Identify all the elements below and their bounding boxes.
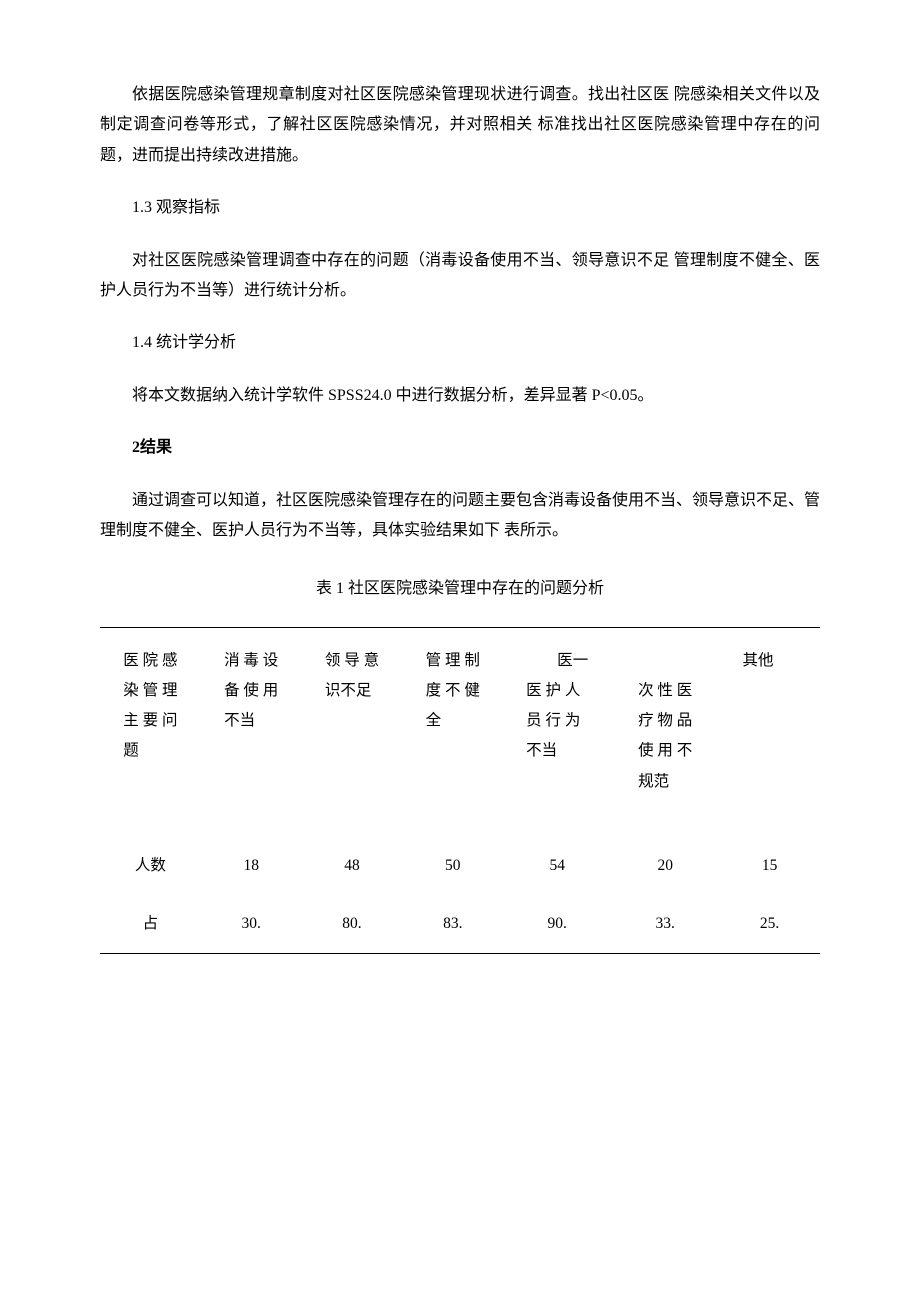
cell-count-1: 18 [201,837,302,895]
table-header-row: 医院感染管理主要问题 消毒设备使用不当 领导意识不足 管理制度不健全 医一 医护… [100,627,820,837]
header-main-problem: 医院感染管理主要问题 [100,627,201,837]
header-staff-behavior: 医一 医护人员行为不当 [503,627,611,837]
header-disposable-items: 次性医疗物品使用不规范 [611,627,719,837]
section-2-heading: 2结果 [100,433,820,463]
cell-pct-4: 90. [503,895,611,954]
paragraph-results: 通过调查可以知道，社区医院感染管理存在的问题主要包含消毒设备使用不当、领导意识不… [100,486,820,547]
cell-count-6: 15 [719,837,820,895]
paragraph-statistics: 将本文数据纳入统计学软件 SPSS24.0 中进行数据分析，差异显著 P<0.0… [100,381,820,411]
table-caption: 表 1 社区医院感染管理中存在的问题分析 [100,574,820,604]
row-label-count: 人数 [100,837,201,895]
cell-count-3: 50 [402,837,503,895]
paragraph-method-basis: 依据医院感染管理规章制度对社区医院感染管理现状进行调查。找出社区医 院感染相关文… [100,80,820,171]
header-disinfection: 消毒设备使用不当 [201,627,302,837]
header-management-system: 管理制度不健全 [402,627,503,837]
cell-pct-5: 33. [611,895,719,954]
table-row: 占 30. 80. 83. 90. 33. 25. [100,895,820,954]
table-row: 人数 18 48 50 54 20 15 [100,837,820,895]
cell-pct-6: 25. [719,895,820,954]
cell-count-5: 20 [611,837,719,895]
problems-analysis-table: 医院感染管理主要问题 消毒设备使用不当 领导意识不足 管理制度不健全 医一 医护… [100,627,820,955]
header-other: 其他 [719,627,820,837]
cell-count-4: 54 [503,837,611,895]
header-leadership: 领导意识不足 [302,627,403,837]
cell-pct-2: 80. [302,895,403,954]
cell-pct-3: 83. [402,895,503,954]
paragraph-observation-index: 对社区医院感染管理调查中存在的问题（消毒设备使用不当、领导意识不足 管理制度不健… [100,246,820,307]
section-1-3-heading: 1.3 观察指标 [100,193,820,223]
cell-count-2: 48 [302,837,403,895]
cell-pct-1: 30. [201,895,302,954]
row-label-percent: 占 [100,895,201,954]
section-1-4-heading: 1.4 统计学分析 [100,328,820,358]
